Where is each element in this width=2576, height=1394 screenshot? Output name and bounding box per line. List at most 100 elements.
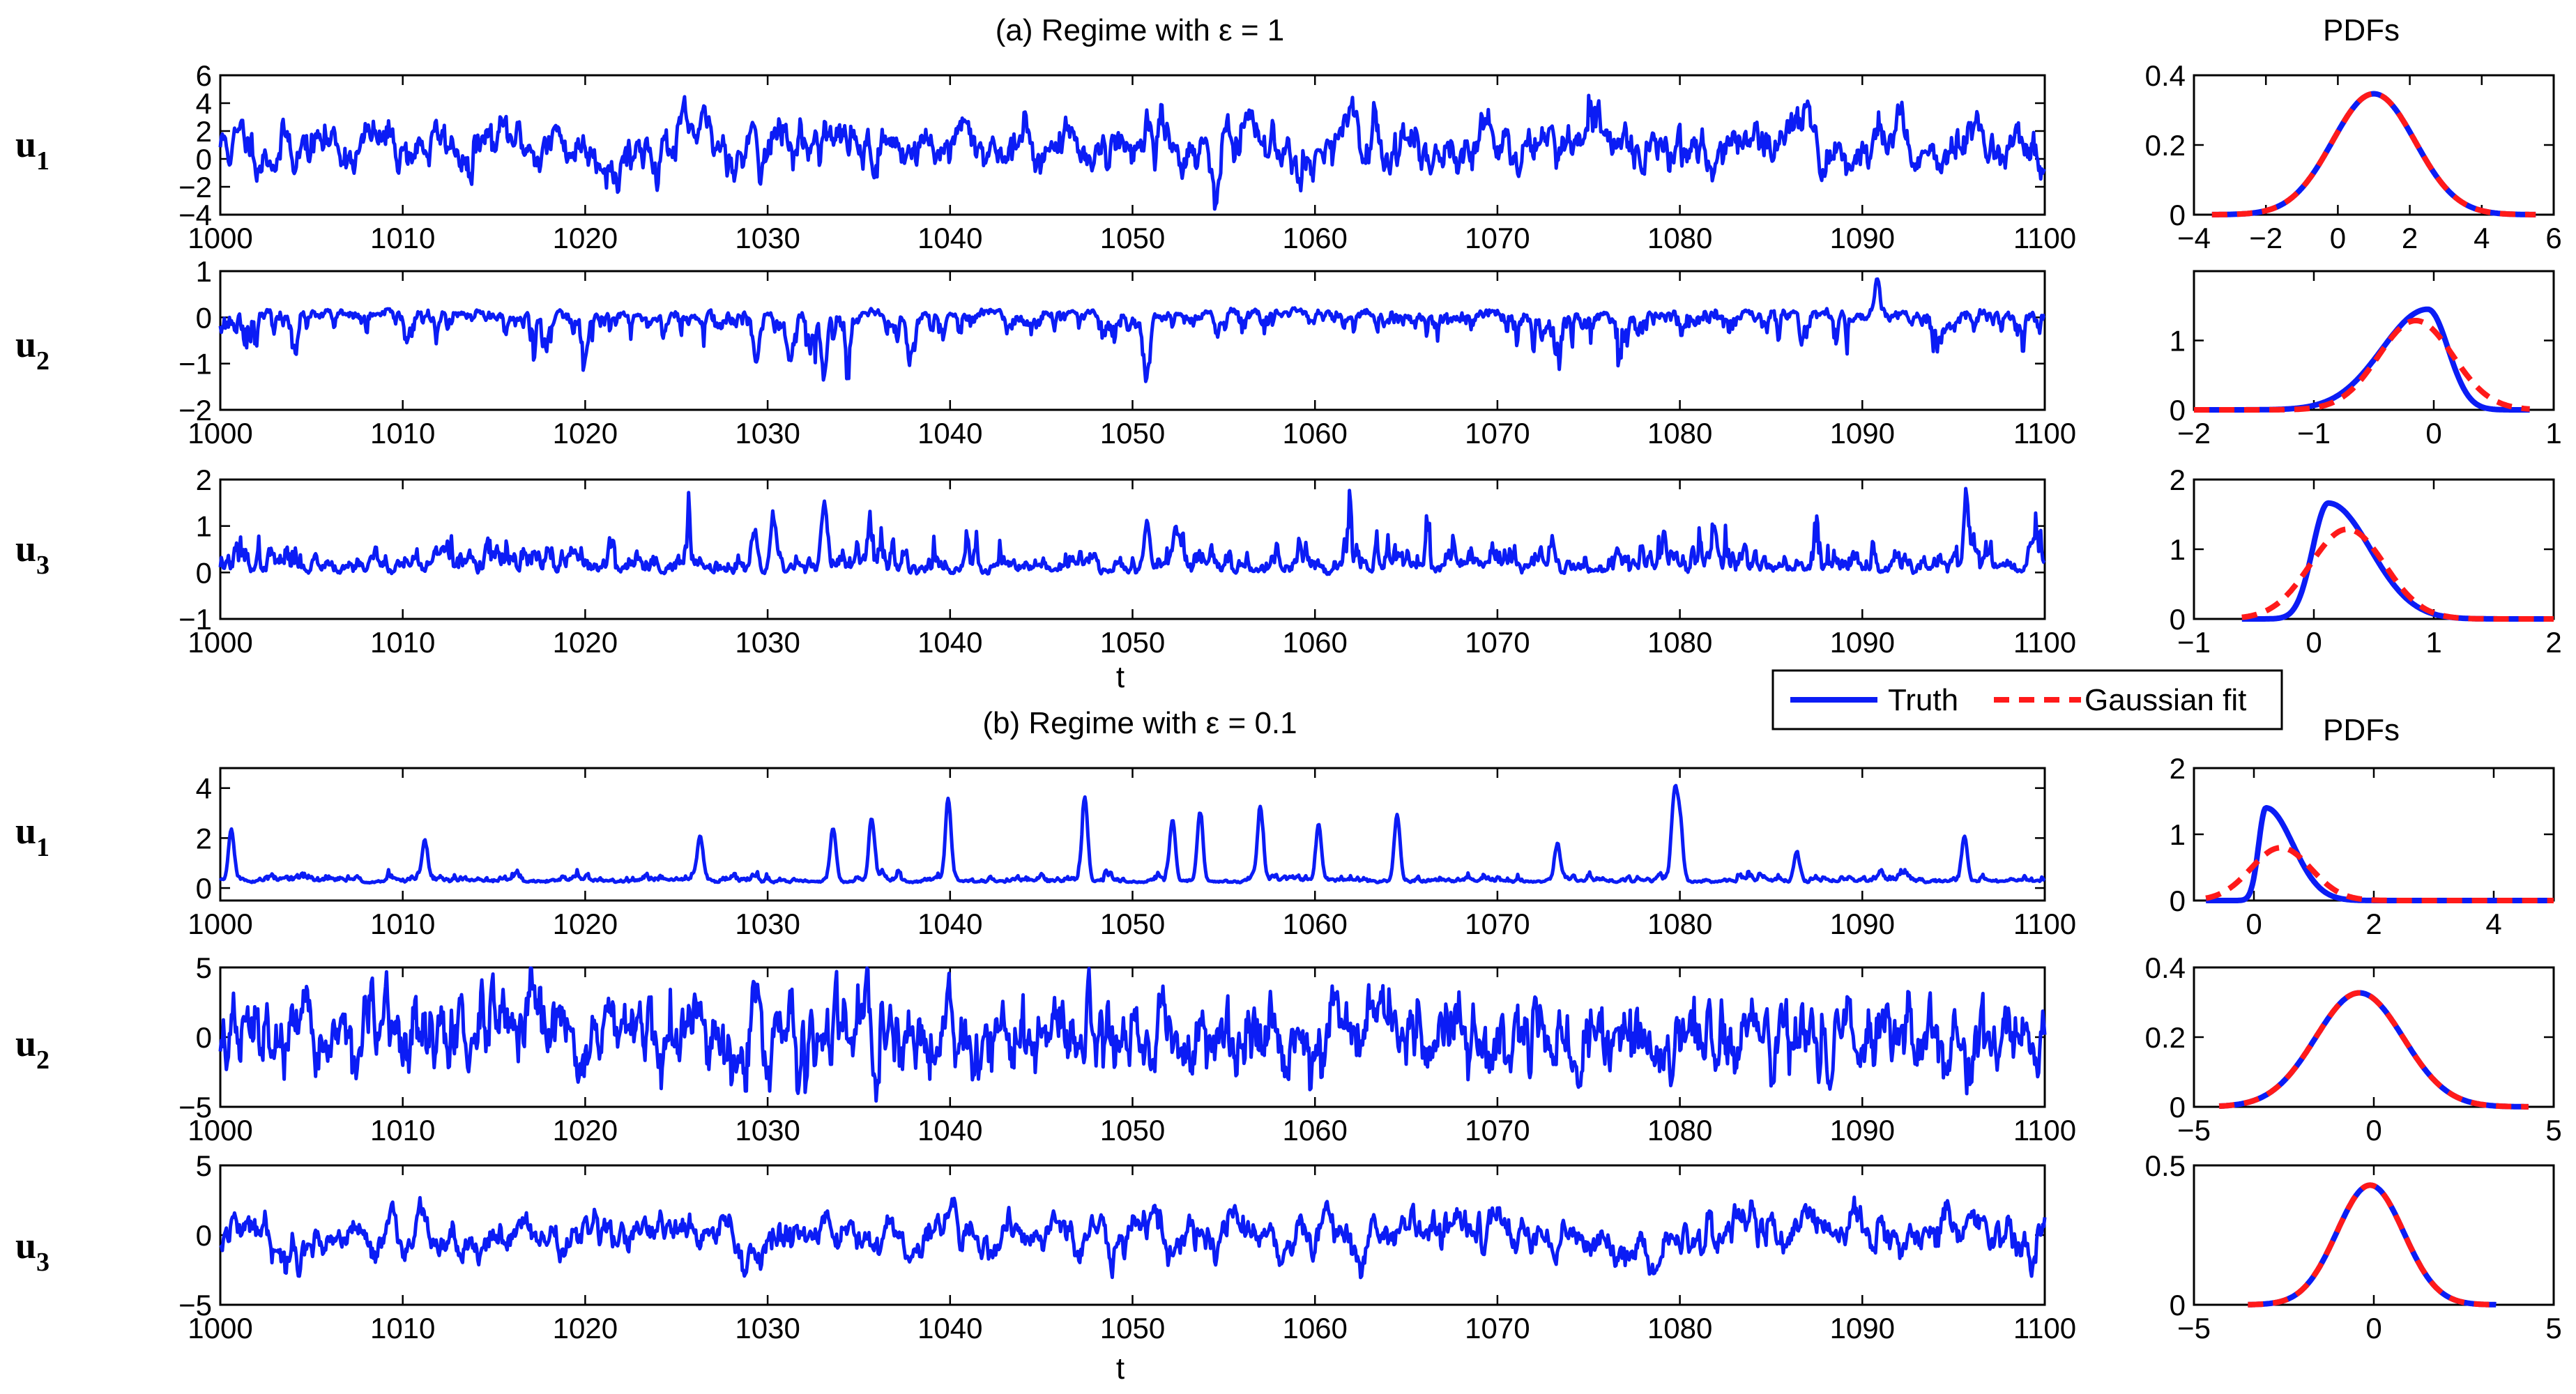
panel-b-u2-xtick-label: 1040 <box>917 1114 982 1147</box>
panel-a-pdf-u1-xtick-label: 0 <box>2330 222 2346 254</box>
panel-a-pdf-u2-xtick-label: −1 <box>2297 417 2331 450</box>
panel-a-u2-ytick-label: −1 <box>178 348 212 381</box>
panel-a-u3-xtick-label: 1090 <box>1830 626 1895 659</box>
panel-a-pdf-u3-xtick-label: 0 <box>2306 626 2322 659</box>
panel-b-u1-xtick-label: 1080 <box>1647 907 1712 940</box>
panel-a-u2-axes-box <box>219 270 2046 411</box>
panel-b-pdf-u3: −5 0 500.5 <box>2145 1149 2562 1345</box>
panel-b-u3-xtick-label: 1030 <box>735 1312 800 1345</box>
panel-a-u1-ytick-label: −2 <box>178 171 212 204</box>
panel-a-pdf-u1-ytick-label: 0.4 <box>2145 59 2186 92</box>
panel-a-pdf-u1: −4 −2 0 2 4 6 0 0.2 0.4 <box>2145 59 2562 254</box>
panel-b-u1-xtick-label: 1020 <box>553 907 618 940</box>
panel-b-u3-ytick-label: 0 <box>196 1219 212 1252</box>
panel-b-pdf-u1: 0 2 4 0 1 2 <box>2170 752 2556 940</box>
panel-a-u2-ytick-label: 0 <box>196 301 212 334</box>
panel-b-pdf-u2-ytick-label: 0.2 <box>2145 1021 2186 1054</box>
panel-a-pdf-u1-ytick-label: 0 <box>2170 199 2186 231</box>
panel-a-u1-xtick-label: 1030 <box>735 222 800 254</box>
panel-a-u2-xtick-label: 1060 <box>1282 417 1347 450</box>
panel-a-pdf-u3-ytick-label: 1 <box>2170 533 2186 566</box>
chart-layer: 1000 1010 1020 1030 1040 1050 1060 1070 1080 1090… <box>178 59 2562 1345</box>
panel-a-pdf-u3-ytick-label: 0 <box>2170 603 2186 636</box>
panel-a-pdf-u1-xtick-label: 6 <box>2545 222 2561 254</box>
panel-a-pdf-u1-xtick-label: −2 <box>2249 222 2282 254</box>
panel-b-u1-xtick-label: 1030 <box>735 907 800 940</box>
panel-b-u1-truth-line <box>219 783 2046 885</box>
panel-a-u2-xtick-label: 1000 <box>188 417 252 450</box>
panel-b-u3-xtick-label: 1000 <box>188 1312 252 1345</box>
panel-b-u3-ytick-label: −5 <box>178 1289 212 1322</box>
panel-a-u1-xtick-label: 1090 <box>1830 222 1895 254</box>
panel-a-pdf-u1-xtick-label: 4 <box>2474 222 2490 254</box>
panel-b-pdf-u1-truth-curve <box>2204 805 2556 903</box>
panel-b-title: (b) Regime with ε = 0.1 <box>982 706 1297 740</box>
panel-b-u1-xtick-label: 1070 <box>1465 907 1530 940</box>
panel-a-u1-xtick-label: 1000 <box>188 222 252 254</box>
panel-a-pdf-u2: −2 −1 0 1 0 1 <box>2170 270 2562 450</box>
panel-b-pdf-u3-xtick-label: −5 <box>2177 1312 2211 1345</box>
panel-b-u2-xtick-label: 1100 <box>2013 1114 2076 1147</box>
panel-b-u3-xtick-label: 1010 <box>370 1312 435 1345</box>
panel-a-u1-timeseries: 1000 1010 1020 1030 1040 1050 1060 1070 1080 1090… <box>178 59 2076 254</box>
panel-b-u2-timeseries: 1000 1010 1020 1030 1040 1050 1060 1070 1080 1090… <box>178 951 2076 1147</box>
panel-a-u2-xtick-label: 1090 <box>1830 417 1895 450</box>
panel-b-u2-xtick-label: 1060 <box>1282 1114 1347 1147</box>
panel-a-u3-timeseries: 1000 1010 1020 1030 1040 1050 1060 1070 1080 1090… <box>178 464 2076 659</box>
panel-a-u2-xtick-label: 1050 <box>1100 417 1165 450</box>
panel-a-u2-xtick-label: 1100 <box>2013 417 2076 450</box>
panel-b-pdf-u1-axes-box <box>2193 767 2555 902</box>
panel-a-u3-ytick-label: 0 <box>196 556 212 589</box>
panel-a-u3-xtick-label: 1050 <box>1100 626 1165 659</box>
panel-a-u3-truth-line <box>218 487 2046 576</box>
panel-a-u1-xtick-label: 1010 <box>370 222 435 254</box>
panel-a-u2-xtick-label: 1030 <box>735 417 800 450</box>
panel-a-pdf-u1-gaussian-curve <box>2211 91 2536 217</box>
panel-a-title: (a) Regime with ε = 1 <box>996 13 1285 47</box>
panel-b-x-axis-label: t <box>1116 1351 1125 1386</box>
panel-a-u2-truth-line <box>218 277 2045 383</box>
panel-b-pdf-u1-xtick-label: 2 <box>2365 907 2381 940</box>
panel-a-pdf-u2-xtick-label: 0 <box>2425 417 2441 450</box>
panel-b-pdf-u2-gaussian-curve <box>2218 990 2529 1110</box>
panel-b-pdf-u1-xtick-label: 4 <box>2485 907 2501 940</box>
panel-a-u2-xtick-label: 1070 <box>1465 417 1530 450</box>
panel-a-pdf-u2-axes-box <box>2193 270 2555 411</box>
panel-b-u1-timeseries: 1000 1010 1020 1030 1040 1050 1060 1070 1080 1090… <box>188 767 2076 940</box>
panel-a-u3-ytick-label: 2 <box>196 464 212 496</box>
panel-b-u3-xtick-label: 1070 <box>1465 1312 1530 1345</box>
panel-a-u3-xtick-label: 1070 <box>1465 626 1530 659</box>
panel-a-u2-xtick-label: 1020 <box>553 417 618 450</box>
panel-a-u1-xtick-label: 1050 <box>1100 222 1165 254</box>
panel-a-x-axis-label: t <box>1116 660 1125 694</box>
panel-a-pdf-u3-ytick-label: 2 <box>2170 464 2186 496</box>
panel-b-u3-xtick-label: 1050 <box>1100 1312 1165 1345</box>
panel-a-u3-xtick-label: 1010 <box>370 626 435 659</box>
panel-a-u3-xtick-label: 1060 <box>1282 626 1347 659</box>
panel-b-u1-xtick-label: 1050 <box>1100 907 1165 940</box>
panel-b-u2-xtick-label: 1000 <box>188 1114 252 1147</box>
panel-b-pdf-u2-truth-curve <box>2217 990 2531 1110</box>
panel-b-u1-ytick-label: 4 <box>196 772 212 805</box>
panel-b-u3-xtick-label: 1080 <box>1647 1312 1712 1345</box>
panel-b-pdf-u1-ytick-label: 2 <box>2170 752 2186 785</box>
panel-b-u2-xtick-label: 1080 <box>1647 1114 1712 1147</box>
panel-b-pdf-u3-xtick-label: 5 <box>2545 1312 2561 1345</box>
panel-a-u1-xtick-label: 1080 <box>1647 222 1712 254</box>
panel-a-pdf-u3-gaussian-curve <box>2241 526 2554 622</box>
panel-b-pdf-u2-ytick-label: 0.4 <box>2145 951 2186 984</box>
panel-b-u2-ytick-label: 5 <box>196 951 212 984</box>
panel-a-u3-axes-box <box>219 478 2046 620</box>
panel-b-u1-ytick-label: 2 <box>196 822 212 855</box>
panel-b-u2-ytick-label: 0 <box>196 1021 212 1054</box>
panel-a-u3-xtick-label: 1020 <box>553 626 618 659</box>
panel-a-pdf-u3-xtick-label: 1 <box>2425 626 2441 659</box>
panel-a-pdf-u3-xtick-label: 2 <box>2545 626 2561 659</box>
panel-b-u3-ytick-label: 5 <box>196 1149 212 1182</box>
panel-b-u3-timeseries: 1000 1010 1020 1030 1040 1050 1060 1070 1080 1090… <box>178 1149 2076 1345</box>
panel-b-u1-xtick-label: 1010 <box>370 907 435 940</box>
panel-b-pdf-u1-ytick-label: 0 <box>2170 884 2186 917</box>
panel-a-pdf-u2-truth-curve <box>2192 306 2531 413</box>
panel-b-u1-xtick-label: 1090 <box>1830 907 1895 940</box>
